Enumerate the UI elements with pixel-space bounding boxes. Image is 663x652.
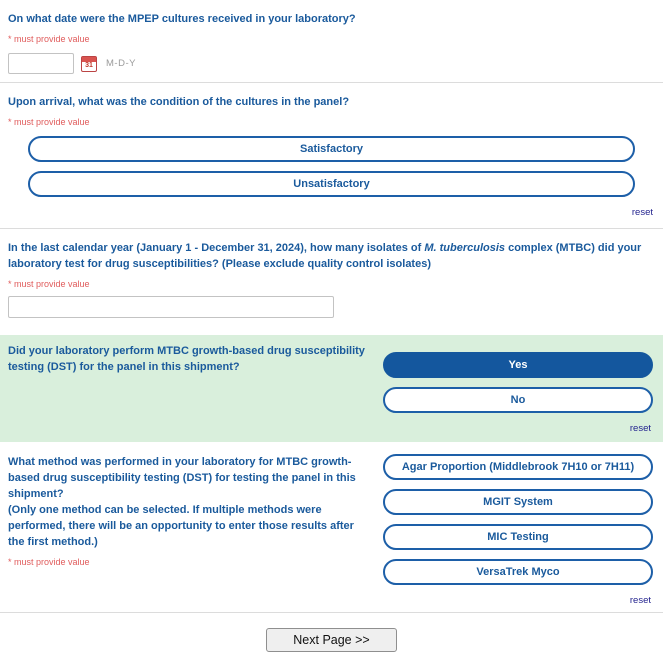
required-note: * must provide value xyxy=(8,279,90,289)
label-text-italic: M. tuberculosis xyxy=(424,242,506,254)
calendar-icon-header xyxy=(82,56,96,62)
question-label-column: What method was performed in your labora… xyxy=(8,454,383,567)
dst-options-column: Yes No reset xyxy=(383,343,655,436)
calendar-icon-day: 31 xyxy=(85,61,93,69)
reset-row: reset xyxy=(383,590,653,608)
reset-row: reset xyxy=(8,202,655,220)
option-agar-proportion-button[interactable]: Agar Proportion (Middlebrook 7H10 or 7H1… xyxy=(383,454,653,480)
question-label: Upon arrival, what was the condition of … xyxy=(8,96,350,108)
question-isolates: In the last calendar year (January 1 - D… xyxy=(0,229,663,326)
question-condition: Upon arrival, what was the condition of … xyxy=(0,83,663,228)
reset-link[interactable]: reset xyxy=(629,595,651,606)
label-text-after: complex (MTBC) did your laboratory test … xyxy=(8,242,642,270)
calendar-icon[interactable]: 31 xyxy=(81,55,97,72)
option-satisfactory-button[interactable]: Satisfactory xyxy=(28,136,635,162)
date-input[interactable] xyxy=(8,53,74,74)
question-label: What method was performed in your labora… xyxy=(8,456,356,500)
option-versatrek-myco-button[interactable]: VersaTrek Myco xyxy=(383,559,653,585)
date-format-hint: M-D-Y xyxy=(106,58,136,69)
footer: Next Page >> xyxy=(0,613,663,652)
label-text-before: In the last calendar year (January 1 - D… xyxy=(8,242,425,254)
question-note: (Only one method can be selected. If mul… xyxy=(8,504,354,548)
section-divider xyxy=(0,82,663,83)
option-mgit-system-button[interactable]: MGIT System xyxy=(383,489,653,515)
next-page-button[interactable]: Next Page >> xyxy=(266,628,397,652)
question-label: In the last calendar year (January 1 - D… xyxy=(8,240,655,272)
option-unsatisfactory-button[interactable]: Unsatisfactory xyxy=(28,171,635,197)
question-label-column: Did your laboratory perform MTBC growth-… xyxy=(8,343,383,375)
method-options-column: Agar Proportion (Middlebrook 7H10 or 7H1… xyxy=(383,454,655,608)
question-label: Did your laboratory perform MTBC growth-… xyxy=(8,345,365,373)
question-dst-performed: Did your laboratory perform MTBC growth-… xyxy=(0,335,663,442)
section-divider xyxy=(0,228,663,229)
section-divider xyxy=(0,612,663,613)
reset-row: reset xyxy=(383,418,653,436)
question-label: On what date were the MPEP cultures rece… xyxy=(8,13,356,25)
reset-link[interactable]: reset xyxy=(631,207,653,218)
option-mic-testing-button[interactable]: MIC Testing xyxy=(383,524,653,550)
isolate-count-input[interactable] xyxy=(8,296,334,318)
reset-link[interactable]: reset xyxy=(629,423,651,434)
option-yes-button[interactable]: Yes xyxy=(383,352,653,378)
option-no-button[interactable]: No xyxy=(383,387,653,413)
required-note: * must provide value xyxy=(8,34,90,44)
condition-options: Satisfactory Unsatisfactory xyxy=(28,136,635,197)
question-date-received: On what date were the MPEP cultures rece… xyxy=(0,0,663,82)
date-field-row: 31 M-D-Y xyxy=(8,53,655,74)
required-note: * must provide value xyxy=(8,117,90,127)
required-note: * must provide value xyxy=(8,557,90,567)
question-method: What method was performed in your labora… xyxy=(0,442,663,612)
